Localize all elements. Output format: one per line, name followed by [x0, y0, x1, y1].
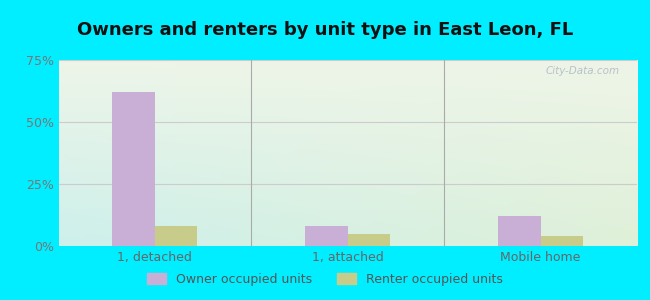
Text: Owners and renters by unit type in East Leon, FL: Owners and renters by unit type in East …: [77, 21, 573, 39]
Bar: [498, 216, 541, 246]
Legend: Owner occupied units, Renter occupied units: Owner occupied units, Renter occupied un…: [142, 268, 508, 291]
Bar: [306, 226, 348, 246]
Bar: [348, 234, 390, 246]
Bar: [541, 236, 583, 246]
Bar: [155, 226, 198, 246]
Text: City-Data.com: City-Data.com: [545, 66, 619, 76]
Bar: [112, 92, 155, 246]
